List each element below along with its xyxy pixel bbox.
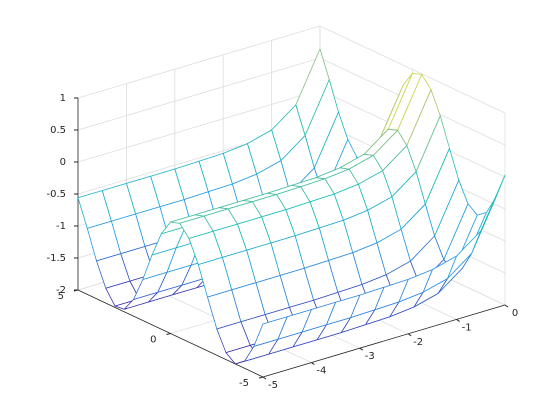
grid-line <box>77 25 321 99</box>
x-tick-label: -2 <box>413 337 423 348</box>
grid-line <box>77 57 321 131</box>
tick-mark <box>359 347 364 351</box>
x-tick-label: -4 <box>316 366 326 377</box>
x-tick-label: 0 <box>512 308 518 319</box>
z-tick-label: 1 <box>60 93 66 104</box>
z-tick-label: 0 <box>60 157 66 168</box>
tick-mark <box>504 304 509 308</box>
y-tick-label: 5 <box>58 291 64 302</box>
tick-mark <box>262 376 267 380</box>
x-tick-label: -5 <box>268 380 278 391</box>
grid-line <box>77 89 321 163</box>
z-tick-label: -1.5 <box>46 253 66 264</box>
tick-mark <box>456 318 460 322</box>
tick-mark <box>258 376 264 379</box>
z-tick-label: -2 <box>56 285 66 296</box>
y-tick-label: 0 <box>150 335 156 346</box>
axis-line <box>262 304 506 378</box>
x-tick-label: -3 <box>365 351 375 362</box>
z-tick-label: 0.5 <box>50 125 66 136</box>
mesh-cell <box>253 316 288 347</box>
z-tick-label: -0.5 <box>46 189 66 200</box>
tick-mark <box>166 333 171 335</box>
x-tick-label: -1 <box>462 322 472 333</box>
tick-mark <box>311 362 315 366</box>
y-tick-label: -5 <box>239 378 249 389</box>
z-tick-label: -1 <box>56 221 66 232</box>
tick-mark <box>407 333 412 337</box>
